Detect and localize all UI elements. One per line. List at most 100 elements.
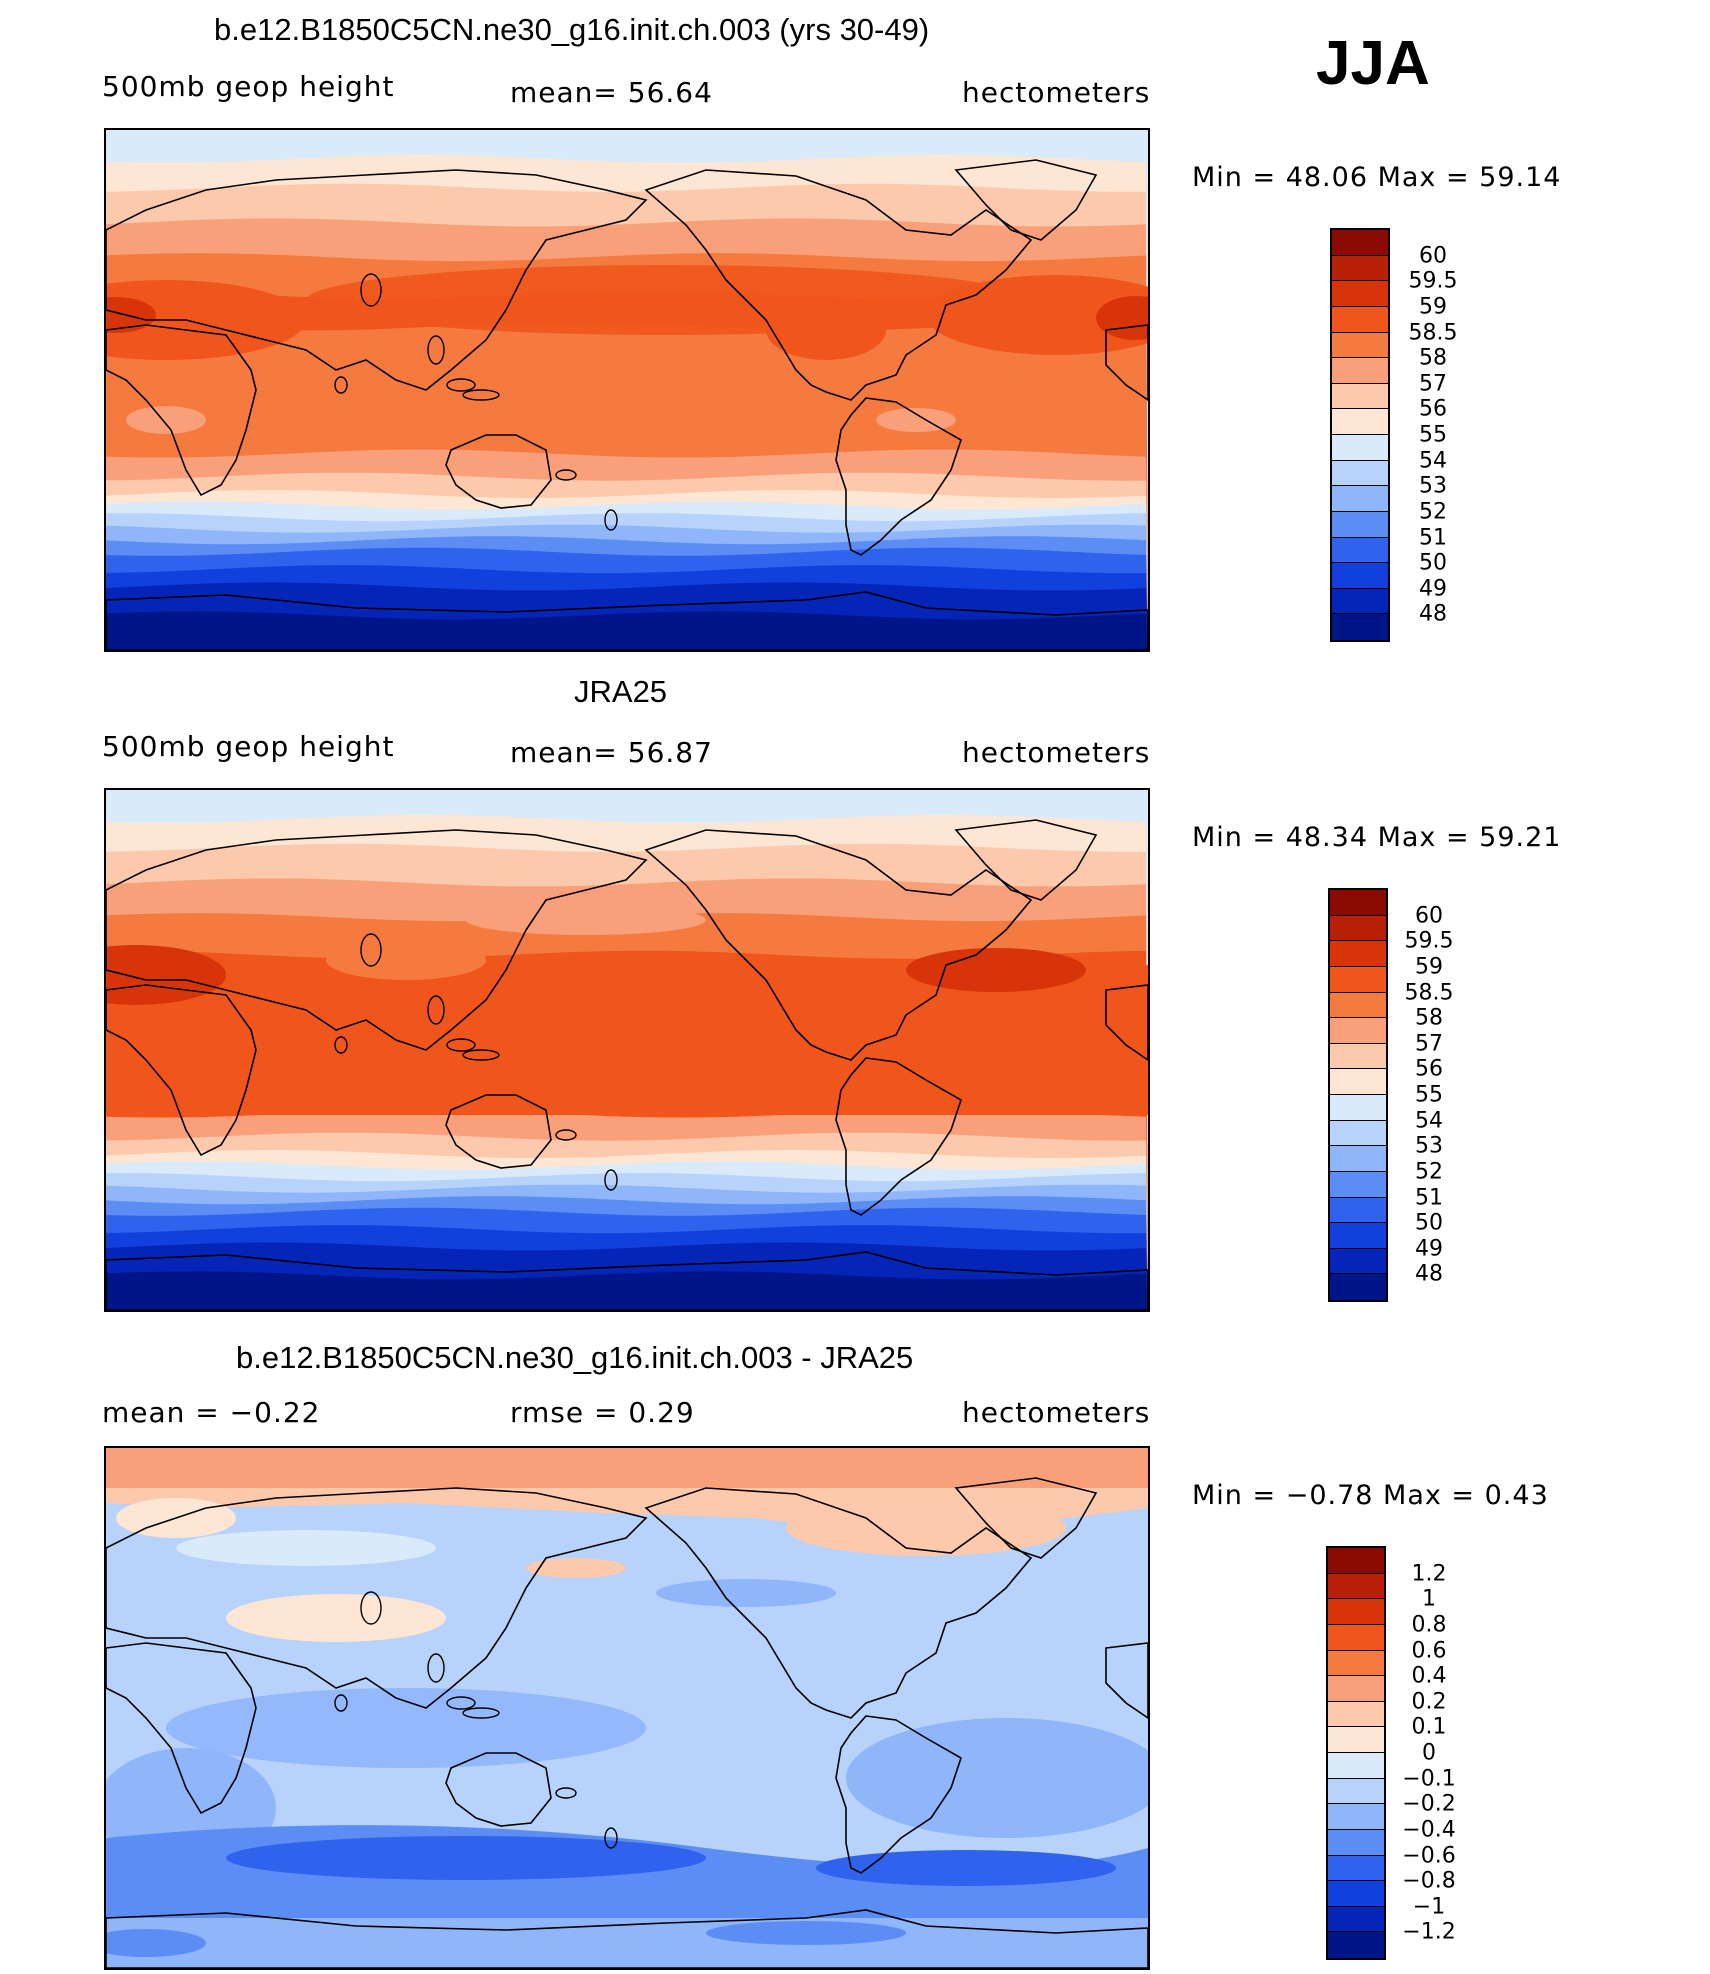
colorbar-segment (1330, 890, 1386, 916)
colorbar-segment (1332, 460, 1388, 487)
colorbar-segment (1332, 563, 1388, 589)
colorbar-segment (1330, 1197, 1386, 1224)
colorbar-segment (1330, 1223, 1386, 1249)
panel1-map (104, 128, 1150, 652)
colorbar-segment (1332, 614, 1388, 640)
colorbar-segment (1328, 1573, 1384, 1600)
panel3-rmse: rmse = 0.29 (510, 1396, 695, 1429)
colorbar-segment (1330, 1043, 1386, 1070)
colorbar-tick-label: 0 (1422, 1740, 1436, 1766)
colorbar-tick-label: −0.2 (1402, 1791, 1456, 1817)
colorbar-segment (1332, 486, 1388, 512)
colorbar-segment (1330, 1069, 1386, 1095)
colorbar-segment (1328, 1906, 1384, 1933)
colorbar-tick-label: 59 (1419, 294, 1447, 320)
panel3-colorbar (1326, 1546, 1386, 1960)
colorbar-tick-label: −0.8 (1402, 1868, 1456, 1894)
colorbar-tick-label: 49 (1415, 1236, 1443, 1262)
colorbar-tick-label: −0.1 (1402, 1766, 1456, 1792)
colorbar-segment (1332, 383, 1388, 410)
colorbar-tick-label: 58 (1419, 345, 1447, 371)
colorbar-tick-label: 58 (1415, 1005, 1443, 1031)
panel1-mean: mean= 56.64 (510, 76, 713, 109)
colorbar-tick-label: −1.2 (1402, 1919, 1456, 1945)
season-label: JJA (1316, 29, 1430, 98)
panel3-units: hectometers (962, 1396, 1151, 1429)
colorbar-segment (1330, 966, 1386, 993)
colorbar-segment (1330, 1274, 1386, 1300)
map-field (106, 1448, 1148, 1968)
colorbar-segment (1328, 1727, 1384, 1753)
colorbar-segment (1330, 915, 1386, 942)
map-field (106, 130, 1148, 650)
panel1-minmax: Min = 48.06 Max = 59.14 (1192, 162, 1562, 193)
colorbar-segment (1330, 1018, 1386, 1044)
colorbar-segment (1328, 1676, 1384, 1702)
colorbar-tick-label: 1.2 (1411, 1561, 1447, 1587)
coastlines (106, 1477, 1148, 1968)
colorbar-segment (1330, 992, 1386, 1019)
colorbar-tick-label: 0.8 (1411, 1612, 1447, 1638)
colorbar-tick-label: 52 (1415, 1159, 1443, 1185)
coastlines (106, 159, 1148, 650)
colorbar-tick-label: −0.6 (1402, 1843, 1456, 1868)
colorbar-segment (1328, 1778, 1384, 1805)
colorbar-segment (1328, 1855, 1384, 1882)
colorbar-tick-label: 58.5 (1404, 980, 1454, 1005)
colorbar-segment (1332, 537, 1388, 564)
colorbar-tick-label: 59.5 (1404, 928, 1454, 954)
colorbar-tick-label: −0.4 (1402, 1817, 1456, 1843)
colorbar-tick-label: 56 (1415, 1056, 1443, 1082)
colorbar-segment (1332, 511, 1388, 538)
colorbar-segment (1332, 358, 1388, 384)
colorbar-tick-label: 55 (1415, 1082, 1443, 1108)
colorbar-segment (1328, 1804, 1384, 1830)
map-field (106, 790, 1148, 1310)
colorbar-tick-label: 52 (1419, 499, 1447, 525)
colorbar-tick-label: 55 (1419, 422, 1447, 448)
colorbar-tick-label: 60 (1415, 903, 1443, 929)
colorbar-segment (1328, 1548, 1384, 1574)
colorbar-segment (1328, 1599, 1384, 1625)
colorbar-segment (1328, 1932, 1384, 1958)
colorbar-tick-label: 53 (1415, 1133, 1443, 1159)
colorbar-tick-label: 48 (1415, 1261, 1443, 1287)
colorbar-tick-label: 0.2 (1411, 1689, 1447, 1715)
panel3-title: b.e12.B1850C5CN.ne30_g16.init.ch.003 - J… (236, 1340, 914, 1375)
panel1-variable: 500mb geop height (102, 70, 395, 103)
colorbar-tick-label: 51 (1419, 525, 1447, 550)
colorbar-tick-label: 59 (1415, 954, 1443, 980)
panel2-title: JRA25 (574, 674, 668, 709)
colorbar-tick-label: 54 (1415, 1108, 1443, 1134)
colorbar-segment (1332, 281, 1388, 307)
colorbar-segment (1332, 332, 1388, 359)
panel2-units: hectometers (962, 736, 1151, 769)
colorbar-segment (1328, 1881, 1384, 1907)
colorbar-tick-label: 50 (1415, 1210, 1443, 1236)
colorbar-tick-label: 56 (1419, 396, 1447, 422)
panel2-colorbar (1328, 888, 1388, 1302)
coastlines (106, 819, 1148, 1310)
colorbar-tick-label: 60 (1419, 243, 1447, 269)
colorbar-tick-label: 1 (1422, 1586, 1436, 1612)
colorbar-tick-label: 57 (1415, 1031, 1443, 1057)
colorbar-segment (1332, 409, 1388, 435)
colorbar-segment (1328, 1701, 1384, 1728)
colorbar-segment (1330, 1248, 1386, 1275)
colorbar-segment (1332, 306, 1388, 333)
colorbar-segment (1328, 1829, 1384, 1856)
colorbar-segment (1330, 941, 1386, 967)
colorbar-tick-label: 58.5 (1408, 320, 1458, 345)
panel1-units: hectometers (962, 76, 1151, 109)
colorbar-tick-label: 0.4 (1411, 1663, 1447, 1689)
colorbar-tick-label: 59.5 (1408, 268, 1458, 294)
colorbar-tick-label: 49 (1419, 576, 1447, 602)
colorbar-segment (1328, 1650, 1384, 1677)
colorbar-tick-label: 51 (1415, 1185, 1443, 1210)
colorbar-tick-label: 57 (1419, 371, 1447, 397)
panel3-mean: mean = −0.22 (102, 1396, 321, 1429)
colorbar-segment (1330, 1120, 1386, 1147)
panel1-title: b.e12.B1850C5CN.ne30_g16.init.ch.003 (yr… (214, 12, 930, 47)
colorbar-segment (1332, 255, 1388, 282)
colorbar-segment (1332, 588, 1388, 615)
